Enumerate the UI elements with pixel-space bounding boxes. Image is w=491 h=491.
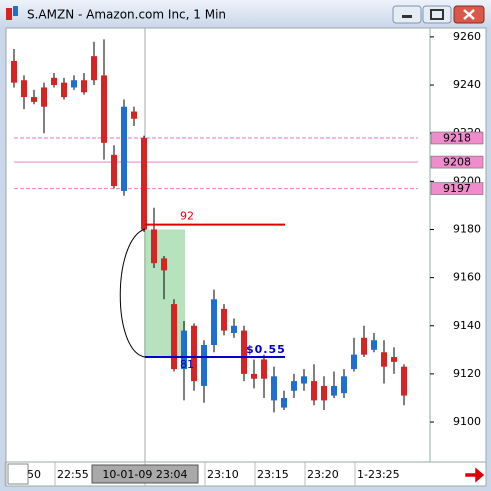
candle-body <box>351 354 357 370</box>
candle-body <box>41 87 47 107</box>
x-tick-label: 23:20 <box>307 468 339 481</box>
candle-body <box>391 357 397 362</box>
x-tick-label: 10-01-09 23:04 <box>102 468 187 481</box>
maximize-button[interactable] <box>422 5 452 24</box>
candle-body <box>261 359 267 379</box>
candle-body <box>51 77 57 86</box>
x-tick-label: 50 <box>27 468 41 481</box>
candle-body <box>31 97 37 102</box>
drawn-arc <box>119 228 146 358</box>
y-tick-label: 9140 <box>453 319 481 332</box>
corner-box <box>7 463 29 485</box>
candle-body <box>131 111 137 119</box>
candle-body <box>401 366 407 396</box>
candle-body <box>71 80 77 88</box>
candle-body <box>151 229 157 264</box>
candle-body <box>81 80 87 93</box>
x-tick-label: 23:10 <box>207 468 239 481</box>
time-axis <box>5 461 487 487</box>
annotation-label: 92 <box>180 210 194 223</box>
x-label-highlight <box>91 464 199 484</box>
level-label: 9208 <box>443 156 471 169</box>
level-label: 9218 <box>443 132 471 145</box>
candle-body <box>371 340 377 350</box>
candle-body <box>121 106 127 191</box>
candle-body <box>111 154 117 187</box>
candle-body <box>221 308 227 331</box>
candle-body <box>101 75 107 143</box>
candle-body <box>311 381 317 401</box>
candle-body <box>231 325 237 333</box>
x-tick-label: 1-23:25 <box>357 468 400 481</box>
app-icon <box>6 6 18 20</box>
candle-body <box>61 82 67 98</box>
scroll-arrow[interactable] <box>465 467 485 483</box>
candle-body <box>141 138 147 230</box>
candle-body <box>271 376 277 401</box>
level-label-box <box>430 155 484 169</box>
candle-body <box>331 385 337 396</box>
plot: 9100912091409160918092009220924092609218… <box>11 28 484 462</box>
candle-body <box>321 385 327 401</box>
candle-body <box>91 56 97 81</box>
plot-area <box>5 27 431 463</box>
candle-body <box>301 376 307 384</box>
candle-body <box>341 376 347 394</box>
annotation-label: $0.55 <box>246 343 286 356</box>
y-tick-label: 9180 <box>453 222 481 235</box>
candle-body <box>291 381 297 391</box>
y-tick-label: 9120 <box>453 367 481 380</box>
x-tick-label: 23:15 <box>257 468 289 481</box>
candle-body <box>281 397 287 408</box>
level-label-box <box>430 182 484 195</box>
candle-body <box>161 258 167 271</box>
candle-body <box>201 345 207 386</box>
candle-body <box>381 352 387 367</box>
candle-body <box>11 60 17 83</box>
candle-body <box>21 80 27 98</box>
level-label: 9197 <box>443 182 471 195</box>
level-label-box <box>430 131 484 145</box>
candle-body <box>251 373 257 379</box>
candle-body <box>191 325 197 382</box>
price-axis <box>429 27 487 463</box>
candle-body <box>361 337 367 355</box>
annotation-sublabel: 81 <box>180 358 194 371</box>
candle-body <box>171 304 177 370</box>
candle-body <box>181 330 187 370</box>
y-tick-label: 9160 <box>453 271 481 284</box>
window-title: S.AMZN - Amazon.com Inc, 1 Min <box>27 8 226 22</box>
candle-body <box>241 330 247 374</box>
y-tick-label: 9260 <box>453 30 481 43</box>
y-tick-label: 9100 <box>453 415 481 428</box>
x-tick-label: 22:55 <box>57 468 89 481</box>
minimize-button[interactable] <box>392 5 422 24</box>
candle-body <box>211 299 217 346</box>
close-button[interactable] <box>453 5 485 24</box>
y-tick-label: 9240 <box>453 78 481 91</box>
